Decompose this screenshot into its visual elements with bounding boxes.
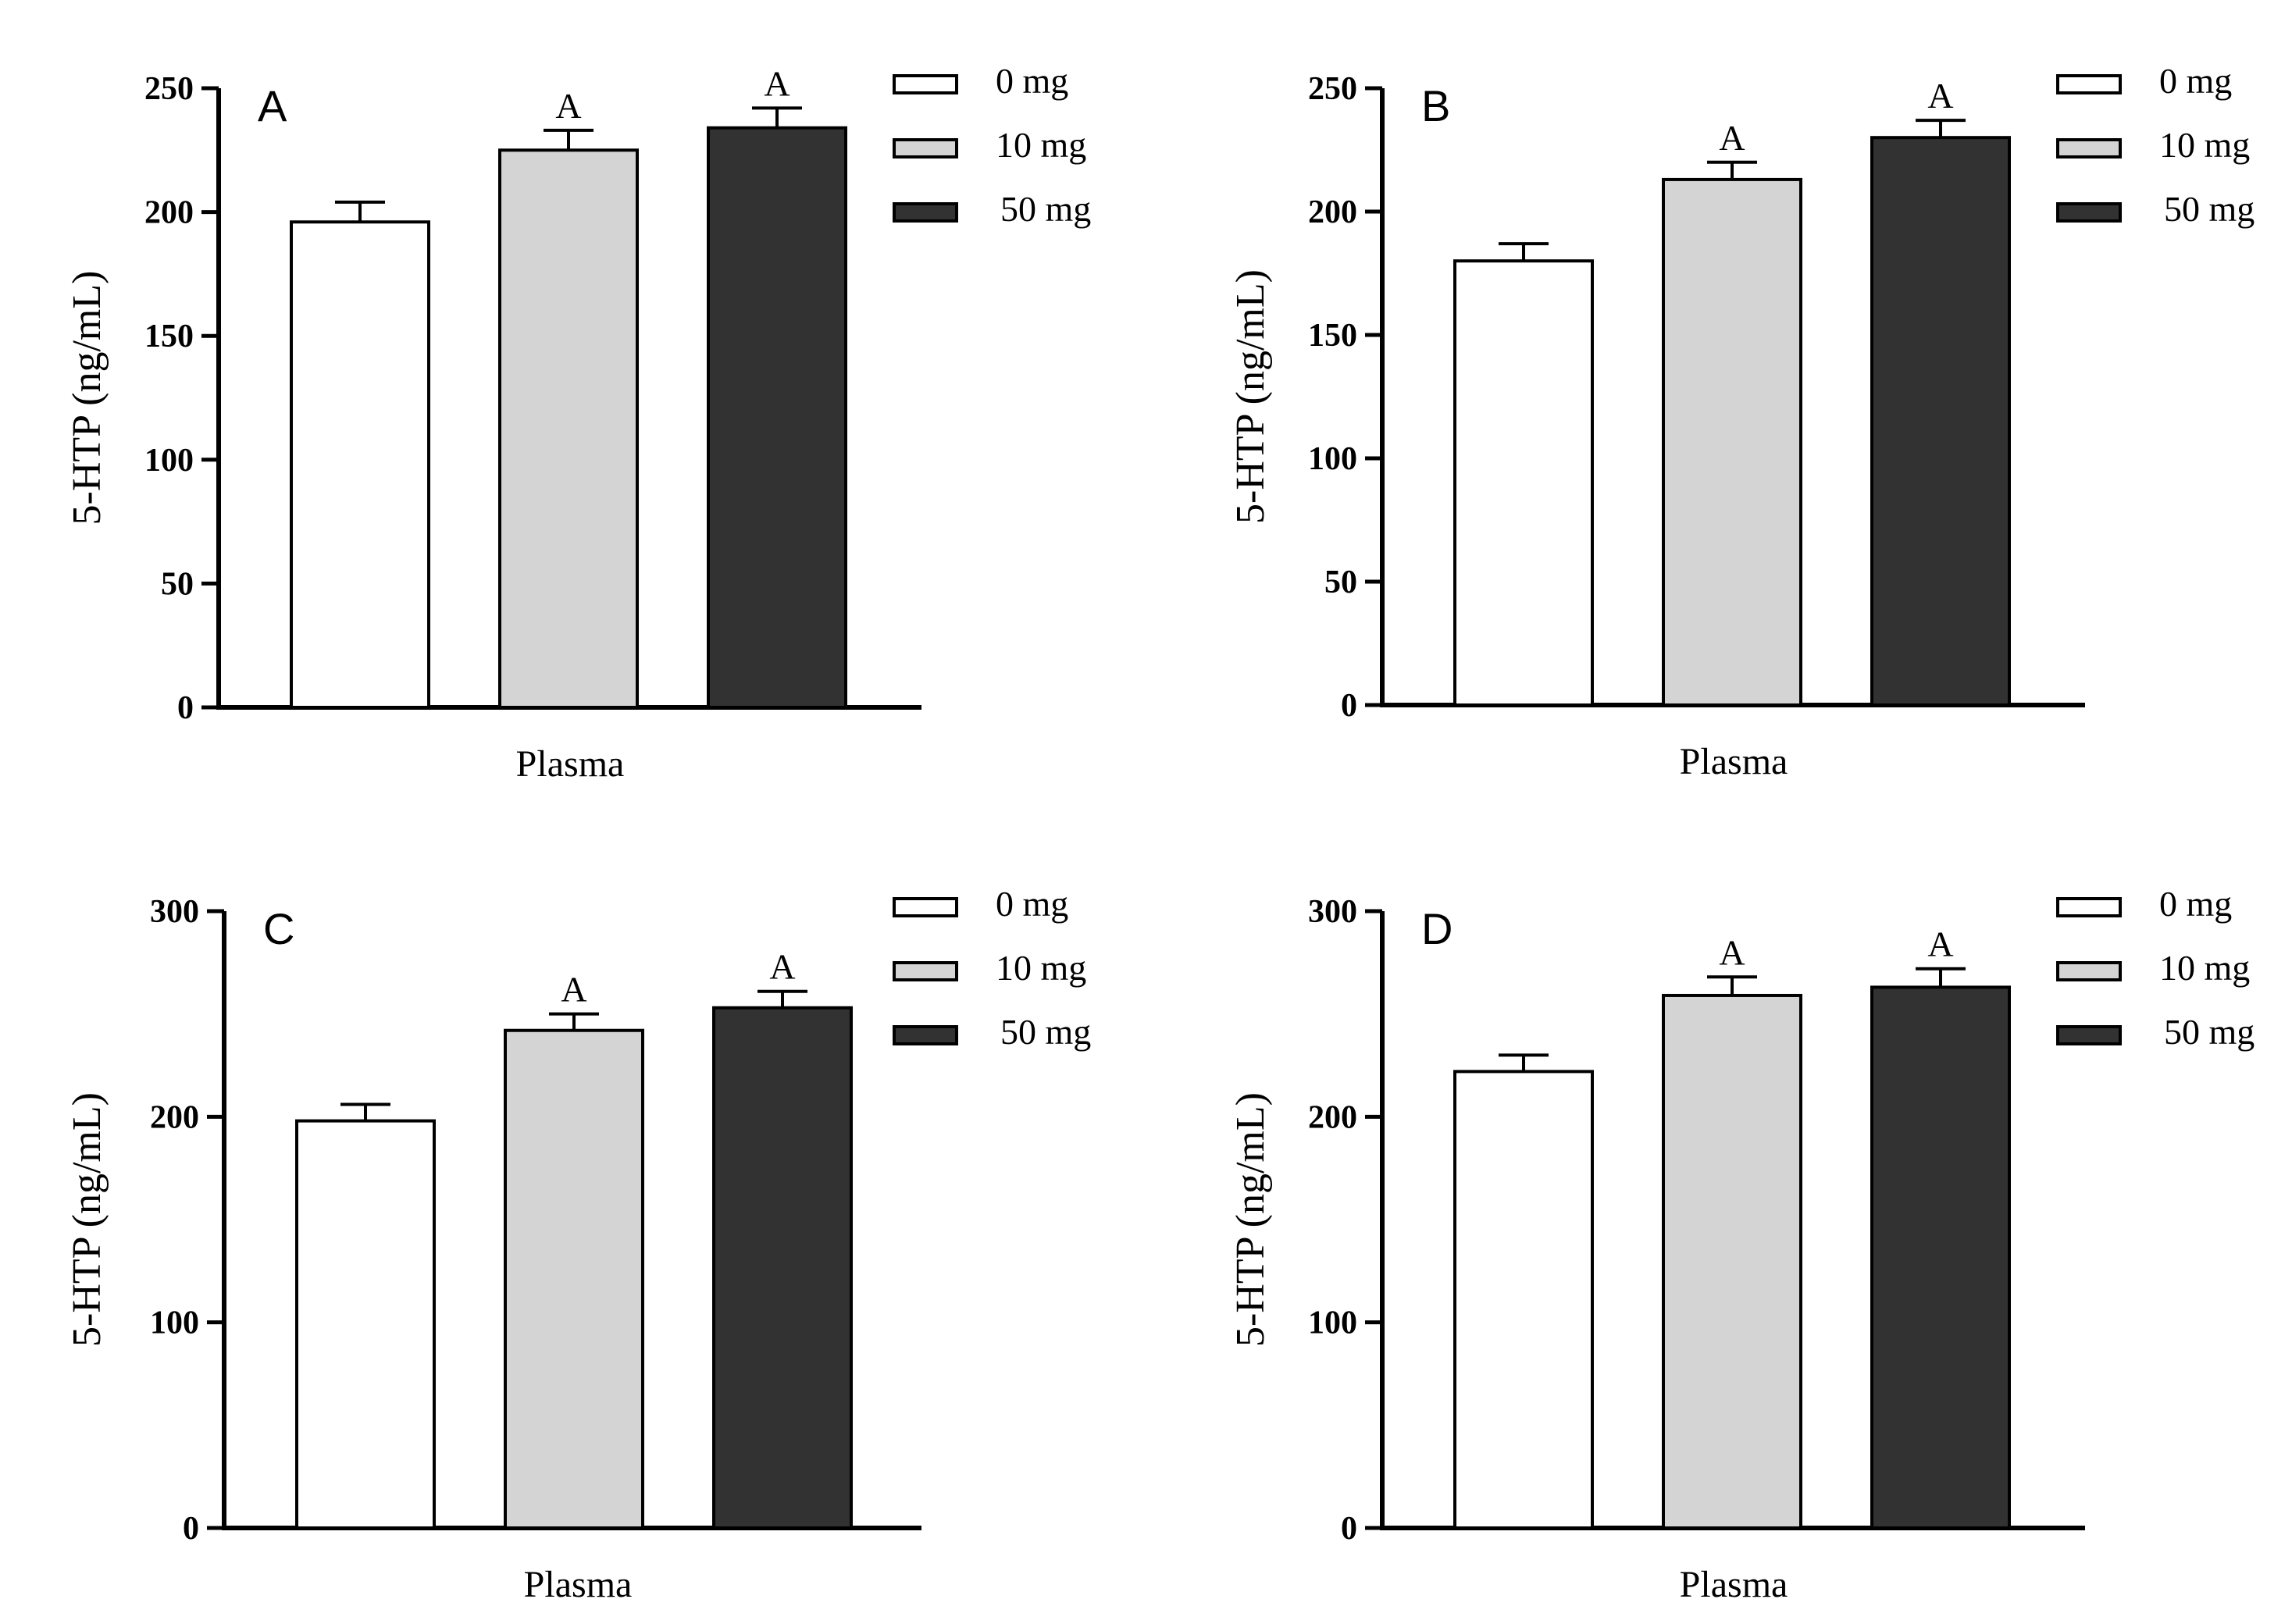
panel-b: 0 50 100 150 200 250 5-HTP (ng/mL) Plasma B A A 0 m… bbox=[1228, 61, 2255, 782]
y-axis-label: 5-HTP (ng/mL) bbox=[1228, 269, 1273, 524]
panel-letter: D bbox=[1421, 904, 1453, 953]
y-tick-label: 100 bbox=[1308, 441, 1357, 477]
legend-label: 10 mg bbox=[2159, 948, 2250, 988]
bar-50-mg bbox=[712, 1006, 853, 1530]
x-axis-label: Plasma bbox=[524, 1564, 633, 1605]
y-tick-label: 300 bbox=[1308, 894, 1357, 930]
bar-50-mg bbox=[1870, 136, 2011, 707]
significance-label: A bbox=[1927, 924, 1953, 964]
legend-swatch bbox=[2056, 138, 2122, 158]
legend-swatch bbox=[2056, 897, 2122, 917]
bar-10-mg bbox=[504, 1028, 644, 1530]
bar-10-mg bbox=[498, 148, 639, 710]
significance-label: A bbox=[764, 63, 790, 103]
y-tick-label: 200 bbox=[1308, 1099, 1357, 1135]
significance-label: A bbox=[1719, 932, 1745, 972]
legend-label: 50 mg bbox=[2164, 1012, 2255, 1052]
y-tick-label: 100 bbox=[1308, 1305, 1357, 1341]
bar-50-mg bbox=[1870, 985, 2011, 1530]
legend-label: 0 mg bbox=[2159, 884, 2232, 924]
significance-label: A bbox=[1927, 76, 1953, 116]
legend-swatch bbox=[893, 74, 958, 94]
y-tick-label: 300 bbox=[150, 894, 199, 930]
y-tick-label: 200 bbox=[1308, 194, 1357, 230]
y-tick-label: 250 bbox=[144, 71, 194, 107]
legend-label: 50 mg bbox=[2164, 189, 2255, 229]
x-axis-label: Plasma bbox=[1680, 1564, 1788, 1605]
y-tick-label: 0 bbox=[1341, 688, 1357, 724]
bar-0-mg bbox=[1453, 259, 1594, 707]
y-axis-label: 5-HTP (ng/mL) bbox=[1228, 1092, 1273, 1347]
legend-label: 10 mg bbox=[996, 948, 1086, 988]
panel-d: 0 100 200 300 5-HTP (ng/mL) Plasma D A A 0 mg 10 m… bbox=[1228, 884, 2255, 1605]
legend-swatch bbox=[2056, 1025, 2122, 1045]
panel-letter: B bbox=[1421, 81, 1450, 130]
bar-0-mg bbox=[1453, 1070, 1594, 1530]
y-tick-label: 150 bbox=[1308, 318, 1357, 354]
legend-label: 10 mg bbox=[2159, 125, 2250, 165]
y-tick-label: 50 bbox=[1324, 564, 1357, 600]
legend-swatch bbox=[893, 897, 958, 917]
y-tick-label: 200 bbox=[144, 195, 194, 231]
y-tick-label: 0 bbox=[1341, 1511, 1357, 1547]
significance-label: A bbox=[1719, 118, 1745, 158]
legend-swatch bbox=[893, 202, 958, 223]
legend-label: 50 mg bbox=[1000, 189, 1091, 229]
legend-swatch bbox=[893, 961, 958, 981]
panel-letter: C bbox=[263, 904, 294, 953]
panel-c: 0 100 200 300 5-HTP (ng/mL) Plasma C A A 0 mg 10 m… bbox=[65, 884, 1091, 1605]
significance-label: A bbox=[555, 86, 581, 126]
legend-label: 10 mg bbox=[996, 125, 1086, 165]
y-tick-label: 0 bbox=[183, 1511, 199, 1547]
y-axis-label: 5-HTP (ng/mL) bbox=[65, 1092, 109, 1347]
legend-label: 0 mg bbox=[2159, 61, 2232, 101]
y-tick-label: 100 bbox=[150, 1305, 199, 1341]
y-tick-label: 200 bbox=[150, 1099, 199, 1135]
y-tick-label: 250 bbox=[1308, 71, 1357, 107]
x-axis-label: Plasma bbox=[516, 743, 625, 785]
significance-label: A bbox=[561, 970, 586, 1010]
bar-0-mg bbox=[295, 1119, 436, 1530]
legend-swatch bbox=[2056, 961, 2122, 981]
panel-letter: A bbox=[258, 81, 287, 130]
bar-10-mg bbox=[1662, 177, 1802, 707]
legend-label: 0 mg bbox=[996, 884, 1068, 924]
y-axis-label: 5-HTP (ng/mL) bbox=[65, 271, 109, 525]
legend-swatch bbox=[893, 138, 958, 158]
bar-10-mg bbox=[1662, 993, 1802, 1530]
legend-swatch bbox=[2056, 74, 2122, 94]
y-tick-label: 150 bbox=[144, 319, 194, 354]
x-axis-label: Plasma bbox=[1680, 741, 1788, 782]
legend-swatch bbox=[2056, 202, 2122, 223]
legend-label: 0 mg bbox=[996, 61, 1068, 101]
y-tick-label: 100 bbox=[144, 443, 194, 479]
panel-a: 0 50 100 150 200 250 5-HTP (ng/mL) Plasma A A A 0 m… bbox=[65, 61, 1091, 785]
y-tick-label: 0 bbox=[177, 690, 194, 726]
y-tick-label: 50 bbox=[161, 566, 194, 602]
legend-swatch bbox=[893, 1025, 958, 1045]
bar-0-mg bbox=[290, 220, 430, 709]
significance-label: A bbox=[769, 947, 795, 987]
bar-50-mg bbox=[707, 126, 847, 709]
legend-label: 50 mg bbox=[1000, 1012, 1091, 1052]
